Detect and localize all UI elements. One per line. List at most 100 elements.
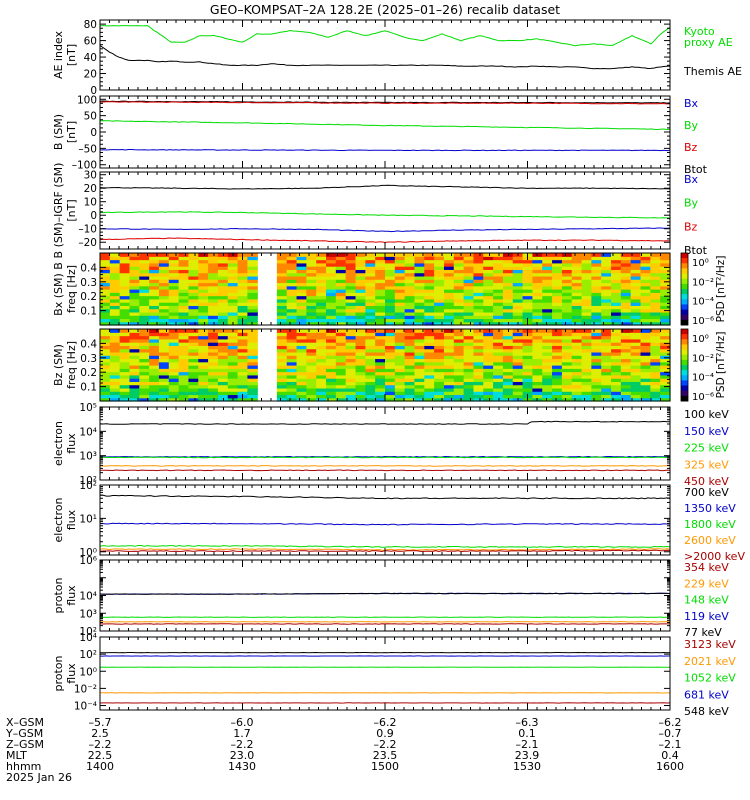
psd-cell bbox=[473, 308, 484, 313]
psd-cell bbox=[483, 387, 494, 392]
psd-cell bbox=[404, 394, 416, 399]
psd-cell bbox=[463, 329, 475, 333]
psd-cell bbox=[178, 282, 190, 287]
psd-cell bbox=[208, 342, 219, 346]
psd-cell bbox=[129, 387, 140, 392]
psd-cell bbox=[561, 345, 573, 350]
psd-cell bbox=[561, 282, 573, 287]
psd-cell bbox=[630, 394, 642, 399]
psd-cell bbox=[306, 387, 317, 392]
psd-cell bbox=[100, 381, 111, 386]
psd-cell bbox=[591, 378, 602, 382]
psd-cell bbox=[434, 308, 445, 313]
psd-cell bbox=[198, 282, 209, 287]
psd-cell bbox=[286, 368, 298, 373]
psd-cell bbox=[414, 256, 425, 261]
psd-cell bbox=[375, 348, 386, 353]
psd-cell bbox=[335, 302, 347, 306]
psd-cell bbox=[139, 311, 150, 316]
psd-cell bbox=[394, 394, 406, 399]
psd-cell bbox=[552, 355, 563, 360]
psd-cell bbox=[571, 397, 583, 402]
psd-cell bbox=[168, 279, 180, 284]
psd-cell bbox=[208, 381, 219, 386]
psd-cell bbox=[335, 279, 347, 284]
psd-cell bbox=[149, 318, 160, 323]
psd-cell bbox=[227, 358, 239, 363]
psd-cell bbox=[434, 342, 445, 346]
psd-cell bbox=[434, 302, 445, 306]
psd-cell bbox=[326, 321, 337, 326]
psd-cell bbox=[532, 256, 543, 261]
psd-cell bbox=[286, 335, 298, 340]
psd-cell bbox=[335, 295, 347, 300]
psd-cell bbox=[129, 384, 140, 389]
psd-cell bbox=[365, 282, 376, 287]
psd-cell bbox=[532, 335, 543, 340]
psd-cell bbox=[188, 292, 199, 297]
psd-cell bbox=[581, 292, 592, 297]
psd-cell bbox=[119, 332, 131, 337]
psd-cell bbox=[158, 368, 170, 373]
psd-cell bbox=[414, 305, 425, 310]
psd-cell bbox=[424, 371, 435, 376]
legend-label: 119 keV bbox=[684, 610, 729, 623]
psd-cell bbox=[611, 371, 622, 376]
psd-cell bbox=[129, 365, 140, 369]
psd-cell bbox=[453, 272, 465, 277]
psd-cell bbox=[611, 378, 622, 382]
psd-cell bbox=[247, 266, 258, 270]
psd-cell bbox=[640, 298, 651, 303]
psd-cell bbox=[355, 253, 366, 257]
psd-cell bbox=[149, 298, 160, 303]
psd-cell bbox=[414, 308, 425, 313]
psd-cell bbox=[611, 358, 622, 363]
psd-cell bbox=[276, 387, 288, 392]
psd-cell bbox=[276, 292, 288, 297]
psd-cell bbox=[119, 384, 131, 389]
psd-cell bbox=[601, 282, 612, 287]
psd-cell bbox=[335, 285, 347, 290]
psd-cell bbox=[463, 338, 475, 343]
psd-cell bbox=[129, 371, 140, 376]
psd-cell bbox=[620, 368, 632, 373]
psd-cell bbox=[630, 292, 642, 297]
psd-cell bbox=[109, 311, 121, 316]
psd-cell bbox=[188, 378, 199, 382]
psd-cell bbox=[247, 262, 258, 267]
psd-cell bbox=[119, 321, 131, 326]
psd-cell bbox=[512, 361, 524, 366]
psd-cell bbox=[394, 378, 406, 382]
psd-cell bbox=[601, 266, 612, 270]
psd-cell bbox=[188, 329, 199, 333]
psd-cell bbox=[620, 253, 632, 257]
psd-cell bbox=[355, 394, 366, 399]
psd-cell bbox=[650, 308, 661, 313]
colorbar-cell bbox=[681, 289, 688, 295]
psd-cell bbox=[178, 384, 190, 389]
psd-cell bbox=[158, 329, 170, 333]
psd-cell bbox=[434, 381, 445, 386]
psd-cell bbox=[306, 279, 317, 284]
psd-cell bbox=[326, 384, 337, 389]
psd-cell bbox=[237, 387, 249, 392]
psd-cell bbox=[512, 387, 524, 392]
psd-cell bbox=[601, 381, 612, 386]
psd-cell bbox=[424, 329, 435, 333]
psd-cell bbox=[571, 345, 583, 350]
psd-cell bbox=[326, 345, 337, 350]
psd-cell bbox=[286, 397, 298, 402]
psd-cell bbox=[483, 338, 494, 343]
psd-cell bbox=[198, 272, 209, 277]
psd-cell bbox=[611, 361, 622, 366]
psd-cell bbox=[178, 253, 190, 257]
psd-cell bbox=[591, 253, 602, 257]
psd-cell bbox=[100, 282, 111, 287]
psd-cell bbox=[630, 269, 642, 274]
psd-cell bbox=[630, 302, 642, 306]
psd-cell bbox=[434, 253, 445, 257]
psd-cell bbox=[326, 348, 337, 353]
psd-cell bbox=[453, 279, 465, 284]
psd-cell bbox=[640, 381, 651, 386]
psd-cell bbox=[611, 275, 622, 280]
